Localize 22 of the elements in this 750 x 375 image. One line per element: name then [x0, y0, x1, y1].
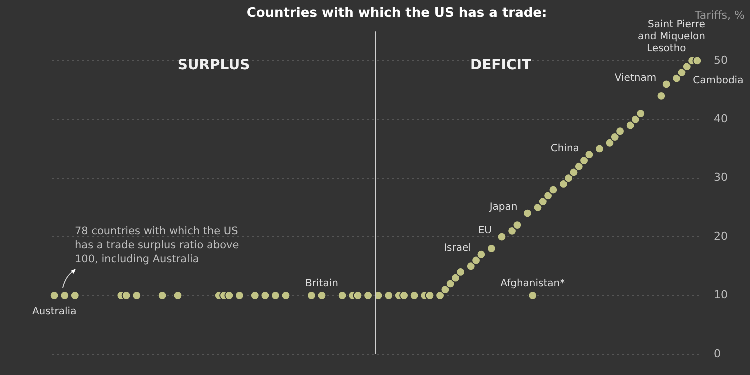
- data-label: Cambodia: [693, 75, 744, 86]
- data-label: EU: [478, 226, 492, 237]
- data-label: Australia: [32, 306, 77, 318]
- data-label: Britain: [306, 278, 338, 290]
- annotation: 78 countries with which the US has a trade surplus ratio above 100, including Australia: [75, 226, 240, 266]
- data-label: Afghanistan*: [500, 278, 566, 290]
- annotation: SURPLUS: [178, 58, 250, 74]
- data-label: Israel: [444, 243, 472, 254]
- data-label: Japan: [488, 202, 518, 214]
- y-tick-label: 40: [714, 112, 728, 126]
- data-label: China: [550, 143, 580, 154]
- data-label: Vietnam: [614, 73, 657, 84]
- y-axis-title: Tariffs, %: [694, 8, 745, 22]
- y-tick-label: 10: [714, 288, 728, 302]
- data-label: Lesotho: [647, 44, 686, 55]
- y-tick-label: 20: [714, 230, 728, 243]
- annotation: DEFICIT: [470, 58, 532, 74]
- chart-title: Countries with which the US has a trade:: [246, 6, 548, 22]
- data-label: Saint Pierre and Miquelon: [638, 20, 706, 43]
- y-tick-label: 50: [714, 54, 728, 67]
- y-tick-label: 0: [714, 347, 722, 360]
- y-tick-label: 30: [714, 171, 728, 184]
